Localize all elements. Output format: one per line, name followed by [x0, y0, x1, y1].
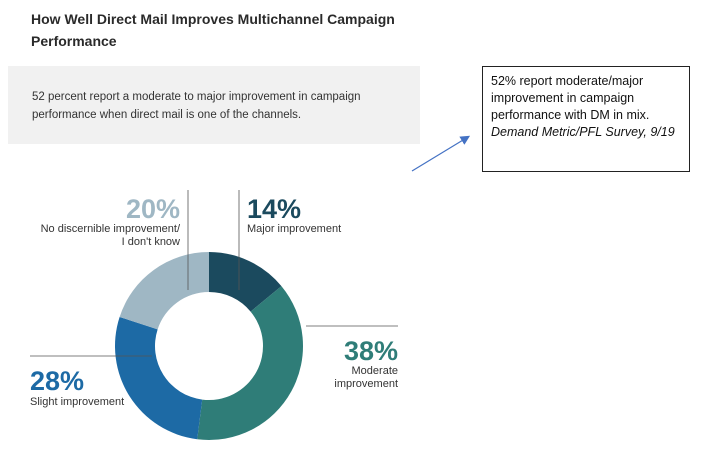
value-label-major-improvement: 14%	[247, 194, 301, 224]
note-source: Demand Metric/PFL Survey, 9/19	[491, 125, 675, 139]
slice-major-improvement	[209, 252, 282, 312]
annotation-note: 52% report moderate/major improvement in…	[482, 66, 690, 172]
chart-title: How Well Direct Mail Improves Multichann…	[31, 11, 395, 49]
category-label-slight-improvement: Slight improvement	[30, 396, 124, 408]
summary-text: 52 percent report a moderate to major im…	[32, 91, 361, 121]
category-label-no-discernible-improvement-i-don-t-know: No discernible improvement/	[41, 223, 181, 235]
summary-box: 52 percent report a moderate to major im…	[8, 66, 420, 144]
category-label-major-improvement: Major improvement	[247, 223, 341, 235]
category-label-moderate-improvement: improvement	[334, 378, 398, 390]
note-text: 52% report moderate/major improvement in…	[491, 74, 650, 122]
donut-chart	[115, 252, 303, 441]
leader-lines	[30, 190, 398, 357]
value-label-moderate-improvement: 38%	[344, 336, 398, 366]
category-label-moderate-improvement: Moderate	[352, 365, 398, 377]
slice-slight-improvement	[115, 316, 203, 440]
slice-labels: 14%Major improvement 38%Moderateimproveme…	[30, 194, 398, 408]
slice-no-discernible-improvement-i-don-t-know	[119, 252, 209, 330]
value-label-no-discernible-improvement-i-don-t-know: 20%	[126, 194, 180, 224]
category-label-no-discernible-improvement-i-don-t-know: I don't know	[122, 236, 180, 248]
annotation-arrow	[411, 135, 471, 172]
slice-moderate-improvement	[197, 286, 303, 441]
value-label-slight-improvement: 28%	[30, 366, 84, 396]
